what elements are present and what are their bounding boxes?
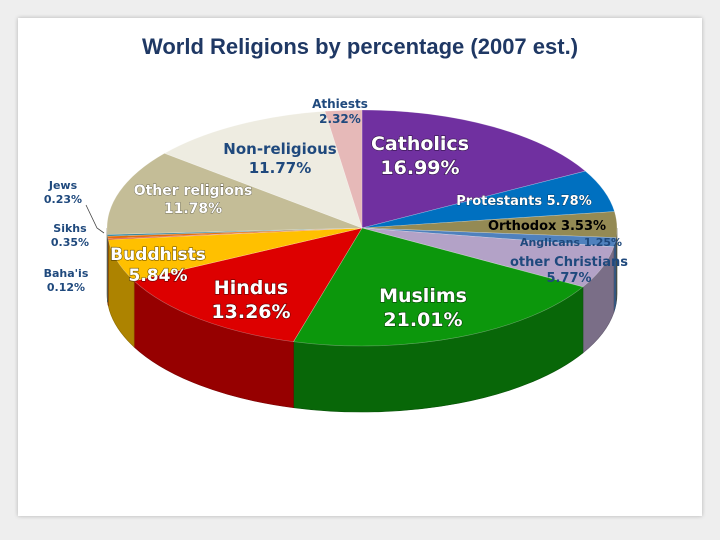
chart-title: World Religions by percentage (2007 est.… [141,34,579,59]
label-jews: Jews 0.23% [44,179,82,206]
label-buddhists: Buddhists 5.84% [110,245,206,286]
slice-muslims [292,227,584,347]
label-muslims: Muslims 21.01% [379,285,467,331]
slice-catholics [361,109,587,229]
label-sikhs: Sikhs 0.35% [51,222,89,249]
label-non-religious: Non-religious 11.77% [223,140,336,177]
label-orthodox: Orthodox 3.53% [488,219,606,234]
pie-top-faces [106,109,618,347]
pie-labels: Catholics 16.99% Protestants 5.78% Orthodox… [44,97,629,332]
slice-buddhists [107,227,363,282]
slice-anglicans [361,227,617,248]
slice-athiests [324,109,363,229]
label-other-religions: Other religions 11.78% [134,183,253,217]
slice-non-religious [163,110,363,229]
label-anglicans: Anglicans 1.25% [520,236,622,249]
label-athiests: Athiests 2.32% [312,97,368,126]
leader-line-small-slices [85,204,105,234]
label-other-christians: other Christians 5.77% [510,255,628,286]
pie-side-walls [106,227,618,413]
label-catholics: Catholics 16.99% [371,133,469,179]
label-protestants: Protestants 5.78% [456,194,591,209]
slice-hindus [133,227,363,342]
slice-baha-is [107,227,363,240]
slice-protestants [361,170,615,229]
slice-other-religions [106,152,363,235]
slice-orthodox [361,211,618,238]
slice-other-christians [361,227,615,288]
label-hindus: Hindus 13.26% [211,277,290,323]
slice-sikhs [107,227,363,240]
slice-jews [107,227,363,237]
label-baha-is: Baha'is 0.12% [44,267,89,294]
